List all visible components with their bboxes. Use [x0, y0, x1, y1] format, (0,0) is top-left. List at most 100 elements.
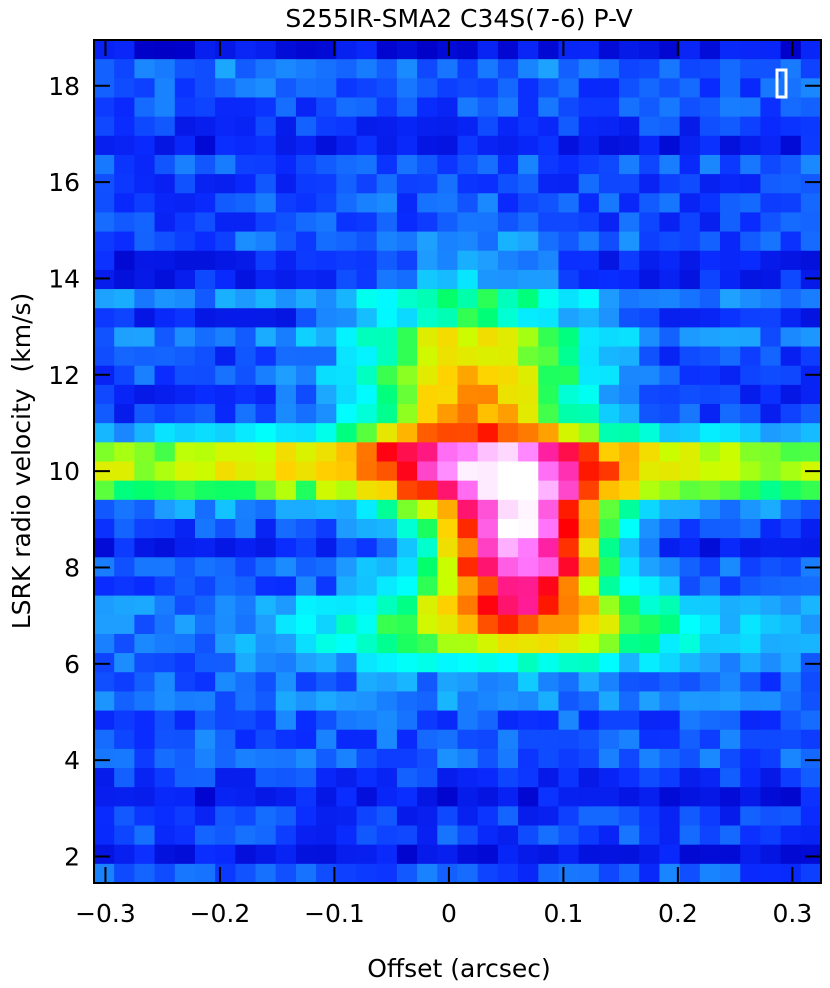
heatmap-cell	[740, 365, 762, 386]
heatmap-cell	[598, 863, 620, 884]
x-tick-label: 0.3	[772, 899, 812, 928]
heatmap-cell	[619, 116, 640, 137]
heatmap-cell	[194, 653, 216, 673]
heatmap-cell	[215, 633, 236, 654]
heatmap-cell	[376, 135, 398, 156]
heatmap-cell	[659, 614, 681, 635]
heatmap-cell	[134, 787, 156, 807]
heatmap-cell	[457, 710, 479, 731]
heatmap-cell	[780, 365, 802, 386]
heatmap-cell	[154, 193, 176, 214]
heatmap-cell	[275, 212, 297, 233]
heatmap-cell	[538, 193, 560, 214]
x-tick-label: −0.1	[304, 899, 365, 928]
heatmap-cell	[558, 231, 580, 252]
heatmap-cell	[760, 442, 782, 463]
plot-frame	[93, 39, 822, 884]
heatmap-cell	[760, 729, 782, 750]
heatmap-cell	[740, 231, 762, 252]
heatmap-cell	[316, 806, 337, 827]
heatmap-cell	[659, 193, 681, 214]
heatmap-cell	[619, 59, 640, 79]
heatmap-cell	[417, 748, 438, 769]
heatmap-cell	[598, 576, 620, 597]
heatmap-cell	[215, 672, 236, 693]
heatmap-cell	[780, 595, 802, 616]
heatmap-cell	[720, 825, 741, 846]
heatmap-cell	[639, 844, 661, 865]
heatmap-cell	[699, 116, 721, 137]
heatmap-cell	[295, 40, 317, 60]
heatmap-cell	[316, 154, 337, 175]
heatmap-cell	[699, 40, 721, 60]
heatmap-cell	[598, 135, 620, 156]
heatmap-cell	[134, 614, 156, 635]
heatmap-cell	[215, 289, 236, 309]
heatmap-cell	[316, 193, 337, 214]
heatmap-cell	[295, 250, 317, 271]
heatmap-cell	[699, 633, 721, 654]
heatmap-cell	[659, 518, 681, 539]
heatmap-cell	[194, 78, 216, 99]
heatmap-cell	[578, 59, 600, 79]
heatmap-cell	[518, 365, 539, 386]
heatmap-cell	[336, 59, 358, 79]
heatmap-cell	[194, 97, 216, 118]
heatmap-cell	[94, 135, 115, 156]
heatmap-cell	[619, 576, 640, 597]
heatmap-cell	[215, 59, 236, 79]
heatmap-cell	[295, 346, 317, 367]
heatmap-cell	[94, 748, 115, 769]
heatmap-cell	[194, 461, 216, 482]
heatmap-cell	[114, 806, 135, 827]
heatmap-cell	[558, 672, 580, 693]
heatmap-cell	[134, 672, 156, 693]
heatmap-cell	[94, 154, 115, 175]
heatmap-cell	[457, 269, 479, 290]
heatmap-cell	[194, 518, 216, 539]
heatmap-cell	[134, 653, 156, 673]
heatmap-cell	[578, 710, 600, 731]
heatmap-cell	[800, 231, 822, 252]
heatmap-cell	[215, 576, 236, 597]
heatmap-cell	[659, 78, 681, 99]
heatmap-cell	[396, 384, 418, 405]
heatmap-cell	[720, 231, 741, 252]
heatmap-cell	[720, 499, 741, 520]
heatmap-cell	[497, 729, 519, 750]
heatmap-cell	[578, 576, 600, 597]
heatmap-cell	[295, 768, 317, 788]
heatmap-cell	[619, 863, 640, 884]
heatmap-cell	[356, 844, 378, 865]
heatmap-cell	[780, 212, 802, 233]
heatmap-cell	[518, 768, 539, 788]
heatmap-cell	[558, 499, 580, 520]
heatmap-cell	[558, 174, 580, 194]
heatmap-cell	[639, 633, 661, 654]
heatmap-cell	[619, 480, 640, 501]
heatmap-cell	[679, 653, 701, 673]
heatmap-cell	[255, 480, 277, 501]
heatmap-cell	[760, 346, 782, 367]
heatmap-cell	[720, 538, 741, 558]
heatmap-cell	[336, 787, 358, 807]
heatmap-cell	[255, 729, 277, 750]
heatmap-cell	[558, 710, 580, 731]
beam-marker	[775, 68, 788, 99]
heatmap-cell	[255, 250, 277, 271]
heatmap-cell	[437, 672, 459, 693]
heatmap-cell	[275, 135, 297, 156]
heatmap-cell	[578, 787, 600, 807]
heatmap-cell	[578, 154, 600, 175]
heatmap-cell	[396, 365, 418, 386]
heatmap-cell	[275, 672, 297, 693]
heatmap-cell	[578, 116, 600, 137]
heatmap-cell	[336, 557, 358, 578]
heatmap-cell	[518, 250, 539, 271]
heatmap-cell	[518, 710, 539, 731]
heatmap-cell	[518, 499, 539, 520]
heatmap-cell	[538, 538, 560, 558]
heatmap-cell	[598, 480, 620, 501]
heatmap-cell	[497, 308, 519, 328]
heatmap-cell	[316, 538, 337, 558]
